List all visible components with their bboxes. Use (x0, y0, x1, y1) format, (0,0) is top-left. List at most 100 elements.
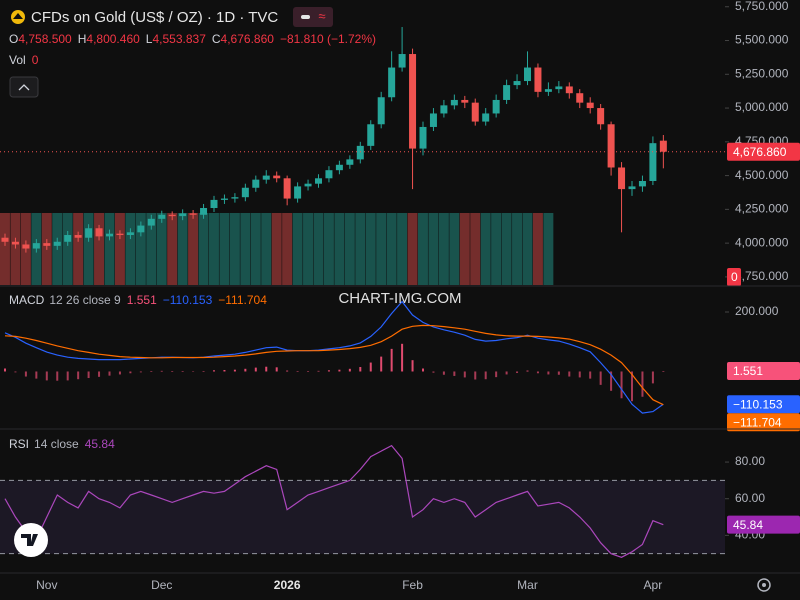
candle-body (231, 197, 239, 199)
candle-body (147, 218, 155, 226)
candle-body (168, 214, 176, 217)
x-tick-label: Nov (36, 578, 57, 592)
macd-histogram-bar (129, 371, 132, 374)
macd-histogram-bar (24, 371, 27, 377)
tv-logo (14, 523, 48, 557)
ohlc-value: 4,676.860 (221, 32, 275, 46)
candle-body (283, 178, 291, 199)
volume-bar (271, 213, 282, 285)
macd-histogram-bar (662, 371, 665, 372)
macd-histogram-bar (87, 371, 90, 379)
toolbar-icon: ≈ (318, 8, 325, 23)
macd-histogram-bar (327, 370, 330, 372)
macd-histogram-bar (98, 371, 101, 377)
y-tick-label: 5,000.000 (735, 100, 789, 114)
candle-body (252, 179, 260, 188)
toolbar-button[interactable] (293, 7, 333, 27)
volume-bar (177, 213, 188, 285)
macd-histogram-bar (77, 371, 80, 380)
volume-bar (334, 213, 345, 285)
macd-histogram-bar (307, 371, 310, 372)
macd-legend-value: −110.153 (163, 293, 213, 307)
volume-bar (491, 213, 502, 285)
volume-legend: Vol 0 (9, 53, 39, 67)
macd-histogram-bar (275, 367, 278, 372)
y-tick-label: 80.00 (735, 454, 765, 468)
y-tick-label: 4,250.000 (735, 202, 789, 216)
volume-bar (522, 213, 533, 285)
candle-body (534, 67, 542, 92)
macd-histogram-bar (516, 371, 519, 373)
rsi-params: 14 close (34, 437, 79, 451)
macd-histogram-bar (557, 371, 560, 375)
candle-body (524, 67, 531, 82)
volume-bar (355, 213, 366, 285)
candle-body (356, 145, 364, 160)
macd-histogram-bar (286, 370, 289, 372)
header: CFDs on Gold (US$ / OZ) · 1D · TVC ≈ O4,… (9, 7, 376, 98)
candle-body (388, 67, 396, 98)
price-bubble (727, 413, 800, 432)
macd-legend-value: 1.551 (127, 293, 157, 307)
candle-body (544, 89, 552, 92)
volume-bar (501, 213, 512, 285)
volume-bar (125, 213, 136, 285)
macd-histogram-bar (422, 368, 424, 372)
candle-body (85, 228, 93, 238)
candle-body (440, 105, 448, 114)
macd-histogram-bar (411, 360, 414, 372)
toolbar-icon (301, 15, 310, 19)
price-bubble (727, 395, 800, 414)
macd-histogram-bar (526, 370, 529, 372)
candle-body (346, 159, 354, 165)
watermark: CHART-IMG.COM (338, 290, 461, 307)
candle-body (53, 241, 61, 246)
volume-bar (376, 213, 387, 285)
macd-histogram-bar (631, 371, 633, 402)
y-tick-label: 60.00 (735, 491, 765, 505)
volume-bar (407, 213, 418, 285)
candle-body (189, 213, 197, 215)
macd-line (4, 300, 664, 414)
volume-bar (240, 213, 251, 285)
macd-legend-value: −111.704 (218, 293, 267, 307)
logo-mark (21, 534, 38, 546)
macd-histogram-bar (35, 371, 38, 379)
candle-body (367, 124, 375, 146)
macd-histogram-bar (14, 371, 17, 373)
volume-bar (532, 213, 543, 285)
candle-body (116, 233, 124, 236)
candle-body (43, 243, 51, 246)
volume-bar (512, 213, 522, 285)
candle-body (335, 164, 343, 171)
candle-body (429, 113, 437, 127)
candle-body (565, 86, 573, 94)
candle-body (482, 113, 490, 122)
volume-bar (156, 213, 167, 285)
volume-bar (365, 213, 376, 285)
settings-icon (757, 578, 771, 592)
candle-body (200, 208, 208, 215)
volume-bar (219, 213, 230, 285)
macd-histogram-bar (233, 369, 236, 372)
macd-histogram-bar (160, 370, 163, 372)
ohlc-key: H (78, 32, 87, 46)
candle-body (210, 199, 218, 209)
volume-value: 0 (32, 53, 39, 67)
macd-histogram-bar (432, 371, 435, 373)
settings-icon-center (762, 583, 766, 587)
volume-bar (261, 213, 272, 285)
price-bubble-label: 1.551 (733, 364, 763, 378)
y-tick-label: 200.000 (735, 304, 779, 318)
collapse-button[interactable] (9, 76, 39, 98)
symbol-icon-mark (13, 13, 23, 19)
macd-histogram-bar (348, 368, 351, 372)
y-tick-label: 5,500.000 (735, 33, 789, 47)
price-bubble (727, 142, 800, 161)
price-bubble (727, 362, 800, 381)
settings-button[interactable] (757, 578, 771, 592)
y-tick-label: 3,750.000 (735, 269, 789, 283)
volume-bar (282, 213, 293, 285)
macd-histogram-bar (202, 371, 205, 372)
